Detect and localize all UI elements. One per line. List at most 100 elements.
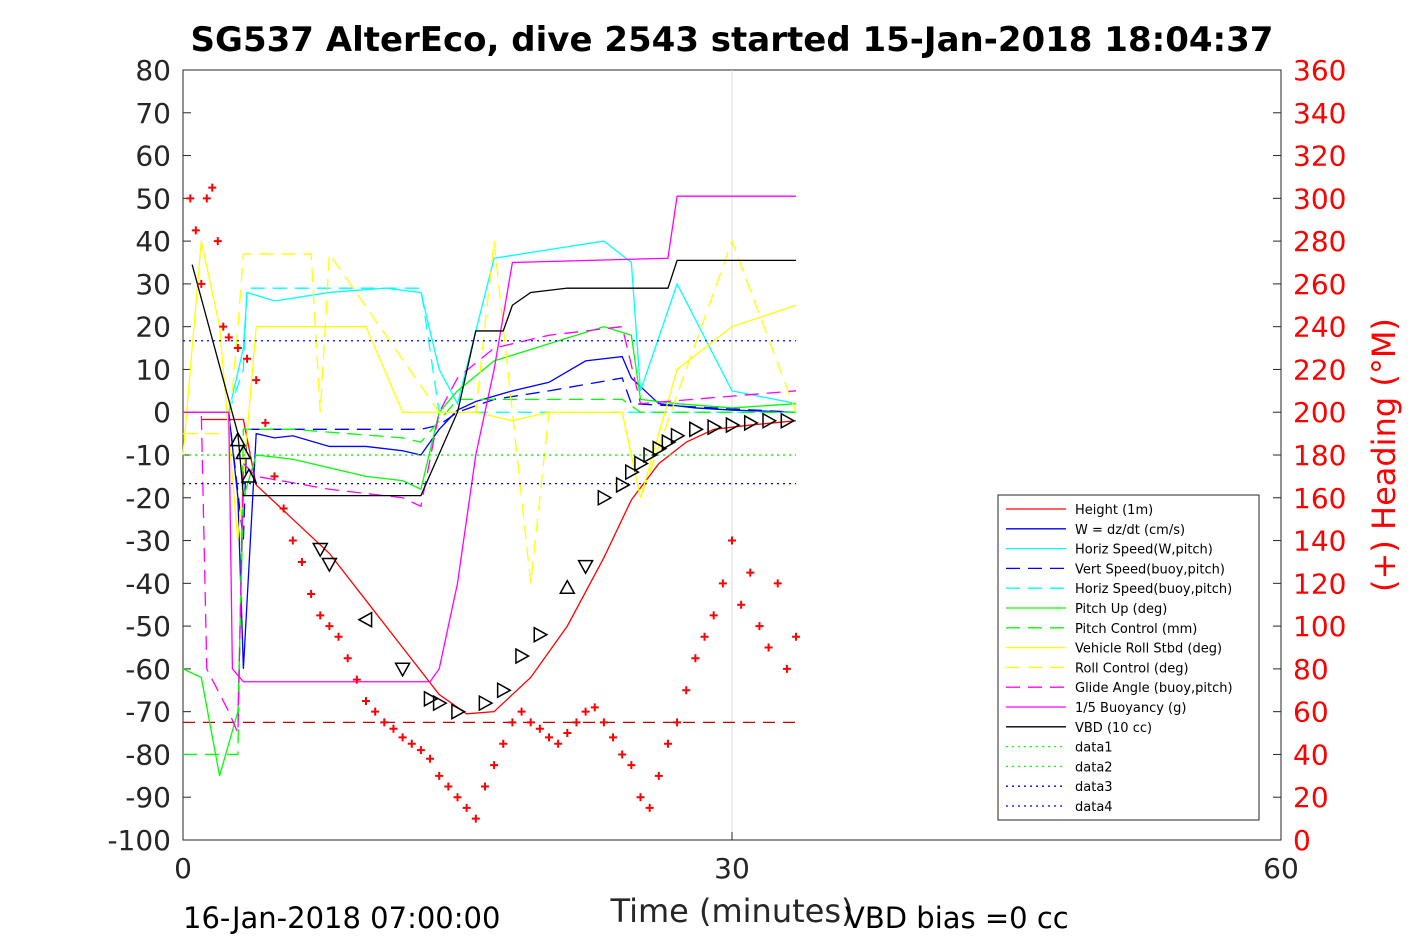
- triangle-marker: [451, 703, 467, 720]
- triangle-marker: [394, 662, 411, 678]
- heading-point: [197, 279, 206, 288]
- heading-point: [471, 814, 480, 823]
- footer-vbd-bias: VBD bias =0 cc: [845, 901, 1069, 935]
- heading-point: [755, 622, 764, 631]
- y-right-tick-label: 100: [1293, 610, 1346, 643]
- legend-label-height: Height (1m): [1075, 503, 1153, 518]
- triangle-marker: [432, 694, 448, 712]
- triangle-marker: [559, 579, 576, 594]
- y-tick-label: -20: [125, 482, 171, 515]
- heading-point: [545, 733, 553, 742]
- legend-label-vbd: VBD (10 cc): [1075, 721, 1152, 736]
- y-tick-label: -40: [125, 567, 171, 600]
- y-right-tick-label: 80: [1293, 653, 1329, 686]
- heading-point: [325, 622, 334, 631]
- heading-point: [243, 354, 252, 363]
- y-right-tick-label: 60: [1293, 696, 1329, 729]
- series-line-vert_buoy: [183, 377, 797, 541]
- legend-label-horiz_w: Horiz Speed(W,pitch): [1075, 543, 1213, 558]
- heading-point: [480, 782, 489, 791]
- heading-point: [554, 739, 563, 748]
- heading-point: [444, 782, 453, 791]
- y-right-tick-label: 260: [1293, 268, 1346, 301]
- heading-point: [636, 793, 645, 802]
- heading-point: [526, 718, 535, 727]
- y-right-tick-label: 120: [1293, 567, 1346, 600]
- heading-point: [609, 733, 618, 742]
- triangle-marker: [597, 489, 613, 507]
- heading-point: [416, 746, 425, 755]
- y-tick-label: -60: [125, 653, 171, 686]
- x-tick-label: 30: [714, 852, 750, 885]
- series-line-buoyancy: [183, 195, 797, 683]
- y-tick-label: 20: [135, 311, 171, 344]
- triangle-marker: [478, 694, 494, 712]
- heading-point: [435, 771, 444, 780]
- heading-point: [673, 718, 682, 727]
- triangle-marker: [423, 690, 439, 708]
- triangle-marker: [515, 647, 531, 665]
- heading-point: [709, 611, 718, 620]
- y-tick-label: -80: [125, 738, 171, 771]
- heading-point: [343, 654, 352, 663]
- triangle-marker: [725, 416, 741, 434]
- y-tick-label: -50: [125, 610, 171, 643]
- triangle-marker: [707, 418, 723, 436]
- series-line-vbd: [191, 259, 797, 497]
- heading-point: [782, 664, 791, 673]
- triangle-marker: [357, 611, 373, 628]
- y-right-tick-label: 0: [1293, 824, 1311, 857]
- y-axis-right: 3603403203002802602402202001801601401201…: [1293, 54, 1346, 857]
- series-line-pitch_control: [183, 398, 797, 756]
- heading-point: [334, 632, 343, 641]
- heading-point: [645, 803, 654, 812]
- series-line-glide: [183, 325, 797, 734]
- y-right-tick-label: 300: [1293, 182, 1346, 215]
- heading-point: [654, 771, 663, 780]
- legend-label-roll: Vehicle Roll Stbd (deg): [1075, 642, 1222, 657]
- y-right-tick-label: 40: [1293, 738, 1329, 771]
- heading-point: [728, 536, 736, 545]
- triangle-marker: [670, 427, 686, 445]
- heading-point: [508, 718, 517, 727]
- y-tick-label: -100: [107, 824, 171, 857]
- heading-point: [746, 568, 755, 577]
- triangle-marker: [762, 412, 778, 430]
- heading-point: [186, 194, 195, 203]
- legend-label-data1: data1: [1075, 741, 1113, 756]
- y-axis-left: 80 70 60 50 40 30 20 10 0 -10 -20 -30 -40 -50 -60 -70 -8…: [107, 54, 1281, 857]
- heading-point: [224, 333, 233, 342]
- triangle-marker: [780, 412, 796, 430]
- y-tick-label: 0: [153, 396, 171, 429]
- x-tick-label: 60: [1263, 852, 1299, 885]
- legend-label-data2: data2: [1075, 760, 1113, 775]
- legend-label-data3: data3: [1075, 780, 1113, 795]
- y-right-tick-label: 200: [1293, 396, 1346, 429]
- heading-point: [737, 600, 746, 609]
- legend-label-pitch_up: Pitch Up (deg): [1075, 602, 1167, 617]
- heading-point: [590, 703, 599, 712]
- y-tick-label: 40: [135, 225, 171, 258]
- heading-point: [764, 643, 773, 652]
- y-right-tick-label: 220: [1293, 353, 1346, 386]
- triangle-marker: [577, 559, 594, 575]
- y-right-tick-label: 340: [1293, 97, 1346, 130]
- triangle-marker: [743, 414, 759, 432]
- y-tick-label: 30: [135, 268, 171, 301]
- y-right-tick-label: 280: [1293, 225, 1346, 258]
- heading-point: [270, 472, 279, 481]
- y-right-tick-label: 160: [1293, 482, 1346, 515]
- heading-markers: [186, 183, 801, 823]
- footer-date: 16-Jan-2018 07:00:00: [183, 901, 500, 935]
- legend-label-vert_buoy: Vert Speed(buoy,pitch): [1075, 562, 1225, 577]
- heading-point: [773, 579, 782, 588]
- legend-label-glide: Glide Angle (buoy,pitch): [1075, 681, 1233, 696]
- legend-label-roll_control: Roll Control (deg): [1075, 661, 1189, 676]
- series-line-roll_control: [183, 239, 797, 584]
- heading-point: [627, 761, 636, 770]
- heading-point: [535, 724, 544, 733]
- y-tick-label: -10: [125, 439, 171, 472]
- triangle-marker: [533, 626, 549, 643]
- triangle-marker: [240, 467, 258, 483]
